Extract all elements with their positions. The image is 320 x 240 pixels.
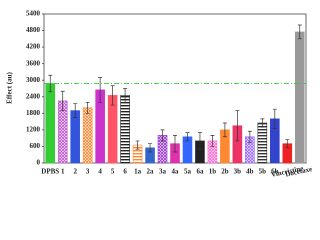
bar bbox=[120, 95, 130, 164]
x-tick-label: 1 bbox=[61, 168, 65, 176]
error-bar bbox=[297, 24, 302, 40]
x-tick-label: 4 bbox=[98, 168, 102, 176]
bar bbox=[82, 107, 93, 164]
bar bbox=[45, 83, 56, 164]
x-tick-label: 5 bbox=[111, 168, 115, 176]
x-tick-label: 4a bbox=[172, 168, 180, 176]
x-tick-label: 6a bbox=[196, 168, 204, 176]
x-tick-label: 1b bbox=[209, 168, 217, 176]
x-tick-label: DPBS bbox=[41, 168, 59, 176]
error-bar bbox=[98, 77, 103, 103]
x-tick-label: 6b bbox=[271, 168, 279, 176]
bar bbox=[294, 31, 305, 164]
y-tick-label: 0 bbox=[37, 159, 41, 167]
error-bar bbox=[173, 135, 177, 153]
error-bar bbox=[247, 130, 252, 143]
error-bar bbox=[110, 85, 115, 106]
error-bar bbox=[235, 110, 240, 142]
x-tick-label: 3a bbox=[159, 168, 167, 176]
error-bar bbox=[222, 122, 227, 138]
y-tick-label: 600 bbox=[30, 142, 41, 150]
error-bar bbox=[285, 139, 290, 149]
error-bar bbox=[210, 135, 215, 147]
y-tick-label: 3600 bbox=[26, 59, 41, 67]
error-bar bbox=[148, 143, 153, 153]
bar bbox=[107, 95, 118, 164]
x-tick-label: 5b bbox=[259, 168, 267, 176]
y-tick-label: 1200 bbox=[26, 125, 41, 133]
error-bar bbox=[185, 132, 190, 142]
error-bar bbox=[260, 118, 265, 128]
error-bar bbox=[123, 88, 128, 103]
y-tick-label: 4200 bbox=[26, 43, 41, 51]
error-bar bbox=[60, 90, 65, 111]
x-tick-label: 3 bbox=[86, 168, 90, 176]
x-tick-label: 6 bbox=[123, 168, 127, 176]
y-axis-label: Effect (au) bbox=[6, 71, 14, 103]
error-bar bbox=[160, 129, 165, 142]
error-bar bbox=[135, 140, 140, 150]
x-tick-label: 4b bbox=[246, 168, 254, 176]
y-tick-label: 3000 bbox=[26, 76, 41, 84]
x-tick-label: 2 bbox=[73, 168, 77, 176]
y-tick-label: 4800 bbox=[26, 26, 41, 34]
error-bar bbox=[73, 103, 78, 118]
chart: Effect (au) 0 600 1200 1800 2400 3000 3600 4200… bbox=[6, 10, 312, 179]
x-tick-label: 3b bbox=[234, 168, 242, 176]
y-tick-label: 1800 bbox=[26, 109, 41, 117]
error-bar bbox=[272, 108, 277, 129]
bar bbox=[257, 122, 268, 164]
x-tick-label: 2b bbox=[221, 168, 229, 176]
x-tick-label: 2a bbox=[147, 168, 155, 176]
x-tick-label: 1a bbox=[134, 168, 142, 176]
x-tick-label: 5a bbox=[184, 168, 192, 176]
bar bbox=[70, 110, 80, 164]
y-tick-label: 2400 bbox=[26, 92, 41, 100]
error-bar bbox=[85, 101, 90, 114]
y-tick-label: 5400 bbox=[26, 10, 41, 18]
error-bar bbox=[48, 74, 53, 93]
error-bar bbox=[197, 132, 202, 150]
